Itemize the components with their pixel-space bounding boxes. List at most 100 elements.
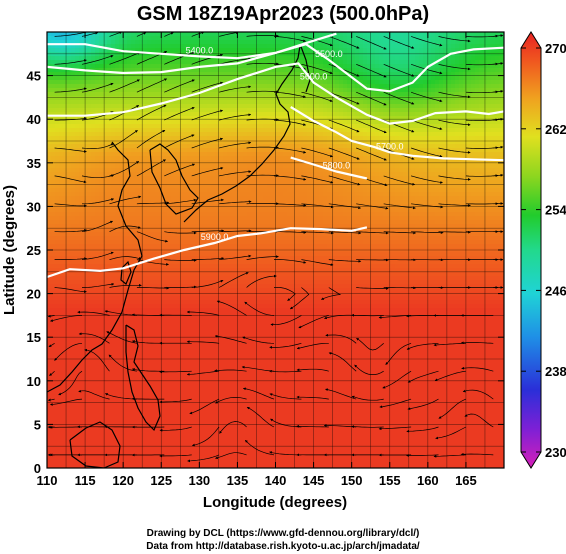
- temperature-cell: [223, 420, 228, 425]
- temperature-cell: [207, 356, 212, 361]
- temperature-cell: [187, 232, 192, 237]
- temperature-cell: [127, 448, 132, 453]
- temperature-cell: [211, 32, 216, 37]
- temperature-cell: [203, 196, 208, 201]
- temperature-cell: [75, 212, 80, 217]
- temperature-cell: [87, 412, 92, 417]
- temperature-cell: [131, 120, 136, 125]
- temperature-cell: [67, 172, 72, 177]
- temperature-cell: [167, 440, 172, 445]
- temperature-cell: [207, 412, 212, 417]
- temperature-cell: [171, 452, 176, 457]
- temperature-cell: [183, 108, 188, 113]
- temperature-cell: [71, 276, 76, 281]
- temperature-cell: [131, 320, 136, 325]
- temperature-cell: [79, 420, 84, 425]
- temperature-cell: [187, 104, 192, 109]
- temperature-cell: [95, 208, 100, 213]
- temperature-cell: [63, 184, 68, 189]
- temperature-cell: [223, 260, 228, 265]
- temperature-cell: [79, 124, 84, 129]
- temperature-cell: [59, 324, 64, 329]
- temperature-cell: [131, 200, 136, 205]
- temperature-cell: [167, 372, 172, 377]
- temperature-cell: [127, 52, 132, 57]
- temperature-cell: [203, 228, 208, 233]
- temperature-cell: [195, 360, 200, 365]
- temperature-cell: [107, 92, 112, 97]
- temperature-cell: [63, 168, 68, 173]
- temperature-cell: [71, 92, 76, 97]
- temperature-cell: [91, 332, 96, 337]
- temperature-cell: [99, 416, 104, 421]
- temperature-cell: [167, 268, 172, 273]
- temperature-cell: [67, 224, 72, 229]
- temperature-cell: [67, 168, 72, 173]
- temperature-cell: [71, 440, 76, 445]
- temperature-cell: [103, 384, 108, 389]
- temperature-cell: [211, 160, 216, 165]
- temperature-cell: [75, 368, 80, 373]
- temperature-cell: [167, 120, 172, 125]
- temperature-cell: [55, 104, 60, 109]
- temperature-cell: [103, 188, 108, 193]
- temperature-cell: [175, 384, 180, 389]
- temperature-cell: [199, 112, 204, 117]
- temperature-cell: [171, 320, 176, 325]
- temperature-cell: [143, 92, 148, 97]
- temperature-cell: [155, 36, 160, 41]
- temperature-cell: [127, 84, 132, 89]
- temperature-cell: [127, 148, 132, 153]
- temperature-cell: [203, 212, 208, 217]
- temperature-cell: [119, 172, 124, 177]
- temperature-cell: [191, 264, 196, 269]
- temperature-cell: [211, 272, 216, 277]
- temperature-cell: [67, 256, 72, 261]
- temperature-cell: [139, 224, 144, 229]
- temperature-cell: [187, 220, 192, 225]
- temperature-cell: [59, 80, 64, 85]
- temperature-cell: [71, 144, 76, 149]
- temperature-cell: [191, 448, 196, 453]
- temperature-cell: [171, 176, 176, 181]
- temperature-cell: [123, 132, 128, 137]
- temperature-cell: [179, 368, 184, 373]
- temperature-cell: [143, 64, 148, 69]
- temperature-cell: [59, 372, 64, 377]
- temperature-cell: [211, 176, 216, 181]
- temperature-cell: [211, 92, 216, 97]
- temperature-cell: [103, 172, 108, 177]
- temperature-cell: [179, 184, 184, 189]
- temperature-cell: [47, 160, 52, 165]
- temperature-cell: [91, 432, 96, 437]
- temperature-cell: [135, 140, 140, 145]
- temperature-cell: [191, 284, 196, 289]
- temperature-cell: [187, 336, 192, 341]
- temperature-cell: [211, 376, 216, 381]
- temperature-cell: [191, 340, 196, 345]
- temperature-cell: [123, 344, 128, 349]
- temperature-cell: [139, 64, 144, 69]
- temperature-cell: [115, 216, 120, 221]
- temperature-cell: [75, 76, 80, 81]
- temperature-cell: [59, 168, 64, 173]
- temperature-cell: [123, 420, 128, 425]
- temperature-cell: [67, 364, 72, 369]
- temperature-cell: [143, 120, 148, 125]
- temperature-cell: [195, 216, 200, 221]
- temperature-cell: [63, 200, 68, 205]
- temperature-cell: [187, 412, 192, 417]
- temperature-cell: [187, 264, 192, 269]
- temperature-cell: [151, 428, 156, 433]
- temperature-cell: [135, 132, 140, 137]
- temperature-cell: [203, 152, 208, 157]
- temperature-cell: [219, 128, 224, 133]
- temperature-cell: [203, 272, 208, 277]
- temperature-cell: [187, 296, 192, 301]
- temperature-cell: [227, 316, 232, 321]
- temperature-cell: [187, 428, 192, 433]
- temperature-cell: [187, 36, 192, 41]
- temperature-cell: [191, 260, 196, 265]
- temperature-cell: [167, 324, 172, 329]
- temperature-cell: [175, 128, 180, 133]
